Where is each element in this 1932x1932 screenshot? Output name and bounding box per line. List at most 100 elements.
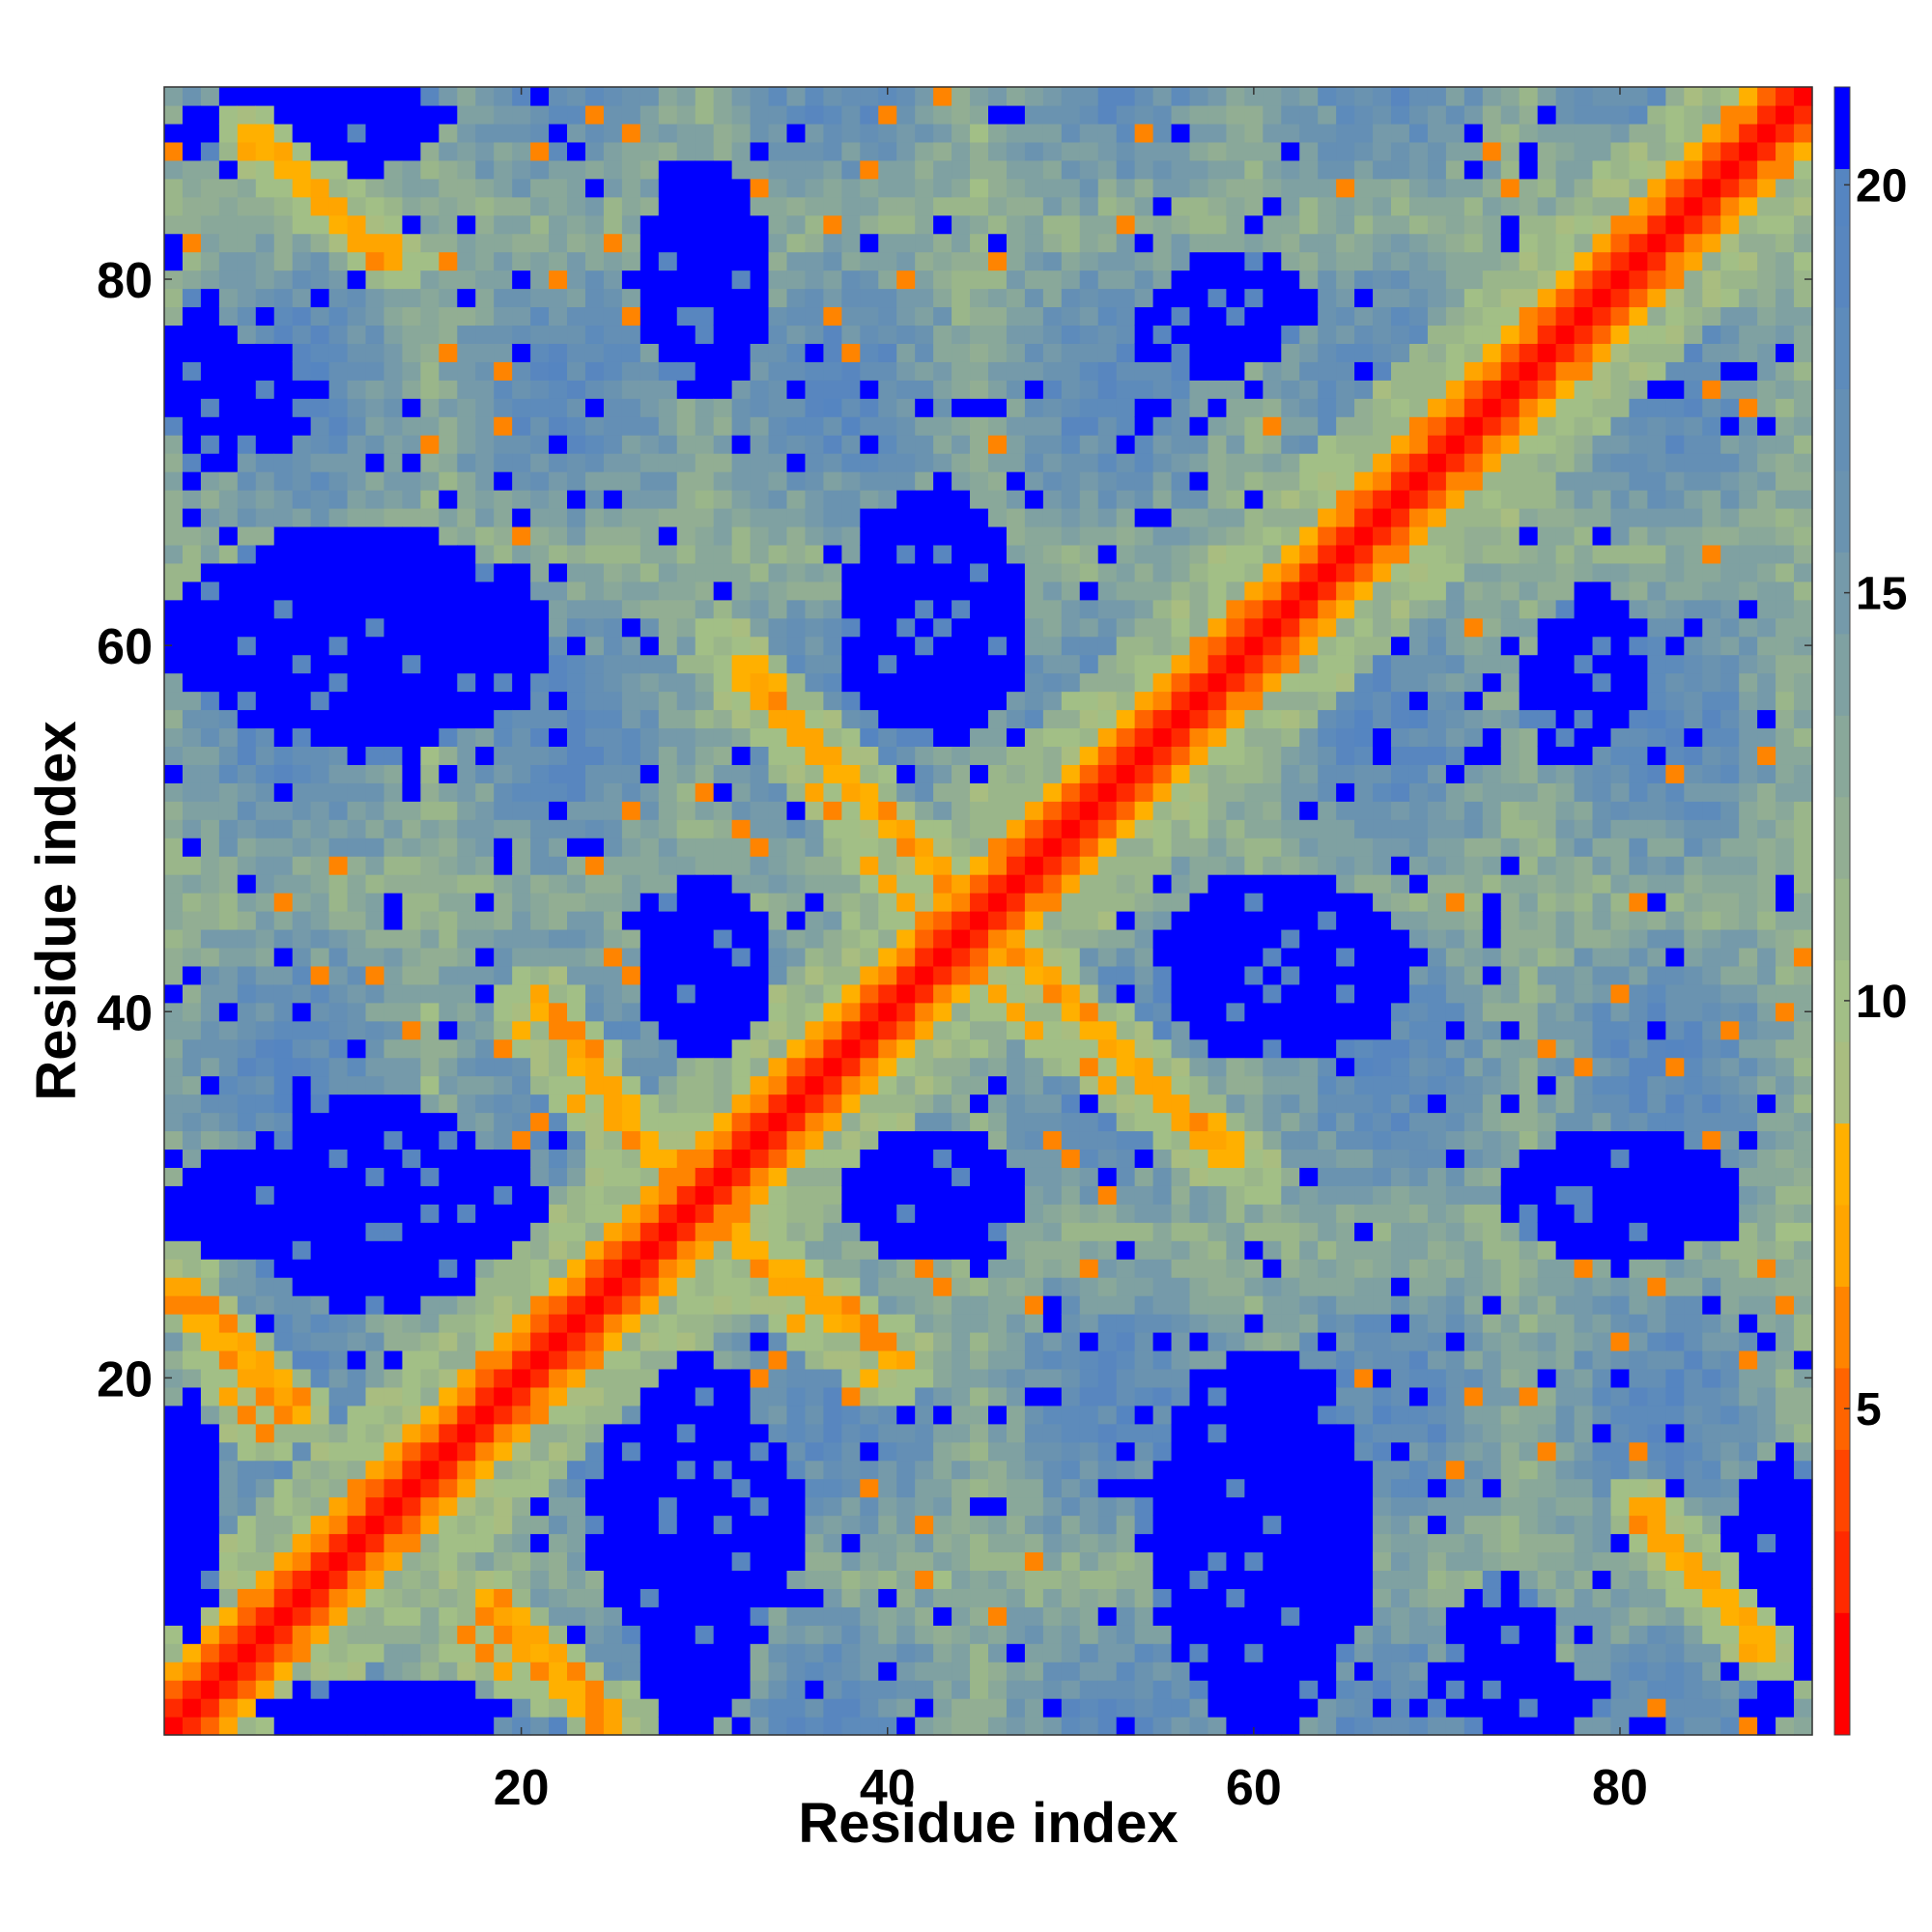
heatmap-cell [970,1277,989,1296]
heatmap-cell [1024,178,1044,198]
heatmap-cell [841,1240,861,1260]
heatmap-cell [731,233,752,253]
heatmap-cell [530,1204,550,1223]
heatmap-cell [439,911,458,930]
heatmap-cell [584,87,605,106]
heatmap-cell [731,1057,752,1077]
heatmap-cell [603,1075,623,1095]
heatmap-cell [494,1038,513,1059]
heatmap-cell [878,1094,897,1114]
heatmap-cell [1061,1075,1081,1095]
heatmap-cell [952,1496,971,1517]
heatmap-cell [805,1588,824,1607]
heatmap-cell [621,1551,641,1571]
heatmap-cell [786,1606,807,1626]
heatmap-cell [420,1314,440,1333]
heatmap-cell [273,1112,294,1132]
heatmap-cell [676,1496,696,1517]
heatmap-cell [384,325,404,344]
heatmap-cell [1061,526,1081,546]
heatmap-cell [1134,1185,1154,1205]
heatmap-cell [805,306,824,327]
heatmap-cell [365,398,385,417]
heatmap-cell [970,838,989,857]
heatmap-cell [200,947,220,967]
heatmap-cell [1116,746,1136,765]
heatmap-cell [658,1130,678,1151]
heatmap-cell [494,544,513,564]
heatmap-cell [878,490,897,509]
heatmap-cell [750,196,770,216]
heatmap-cell [347,782,367,802]
heatmap-cell [164,1057,184,1077]
heatmap-cell [952,1350,971,1370]
heatmap-cell [603,1368,623,1388]
heatmap-cell [988,1662,1008,1681]
heatmap-cell [494,1588,513,1607]
heatmap-cell [328,1496,349,1517]
heatmap-cell [860,1423,879,1443]
heatmap-cell [603,1478,623,1498]
heatmap-cell [1006,1496,1026,1517]
heatmap-cell [860,636,879,656]
heatmap-cell [621,1314,641,1333]
heatmap-cell [713,1222,733,1241]
heatmap-cell [512,1662,531,1681]
heatmap-cell [402,893,421,912]
heatmap-cell [200,1149,220,1168]
heatmap-cell [384,1112,404,1132]
heatmap-cell [786,947,807,967]
heatmap-cell [786,1094,807,1114]
heatmap-cell [896,1588,916,1607]
heatmap-cell [805,490,824,509]
heatmap-cell [584,1625,605,1644]
heatmap-cell [970,1038,989,1059]
heatmap-cell [384,1460,404,1480]
heatmap-cell [823,874,842,894]
heatmap-cell [218,251,239,271]
heatmap-cell [841,507,861,527]
heatmap-cell [530,1698,550,1718]
heatmap-cell [621,1606,641,1626]
heatmap-cell [530,471,550,491]
heatmap-cell [164,727,184,747]
heatmap-cell [750,874,770,894]
heatmap-cell [658,1277,678,1296]
heatmap-cell [567,380,586,399]
heatmap-cell [512,1551,531,1571]
heatmap-cell [695,507,715,527]
heatmap-cell [384,1057,404,1077]
heatmap-cell [1097,1240,1118,1260]
heatmap-cell [1171,1149,1191,1168]
heatmap-cell [676,1331,696,1351]
heatmap-cell [292,453,312,472]
heatmap-cell [420,856,440,875]
heatmap-cell [731,1002,752,1022]
heatmap-cell [731,435,752,454]
heatmap-cell [255,1405,275,1425]
heatmap-cell [1134,1368,1154,1388]
heatmap-cell [549,911,568,930]
heatmap-cell [200,1680,220,1699]
heatmap-cell [896,1204,916,1223]
heatmap-cell [1079,1331,1099,1351]
heatmap-cell [603,1020,623,1040]
heatmap-cell [933,672,952,693]
heatmap-cell [860,453,879,472]
heatmap-cell [218,343,239,362]
heatmap-cell [549,874,568,894]
heatmap-cell [494,893,513,912]
heatmap-cell [530,819,550,838]
heatmap-cell [439,507,458,527]
heatmap-cell [768,159,788,180]
heatmap-cell [970,306,989,327]
heatmap-cell [750,838,770,857]
heatmap-cell [841,1478,861,1498]
heatmap-cell [1134,838,1154,857]
heatmap-cell [567,1515,586,1535]
heatmap-cell [750,1515,770,1535]
heatmap-cell [255,270,275,290]
heatmap-cell [933,1386,952,1406]
heatmap-cell [475,928,495,949]
heatmap-cell [915,123,934,143]
